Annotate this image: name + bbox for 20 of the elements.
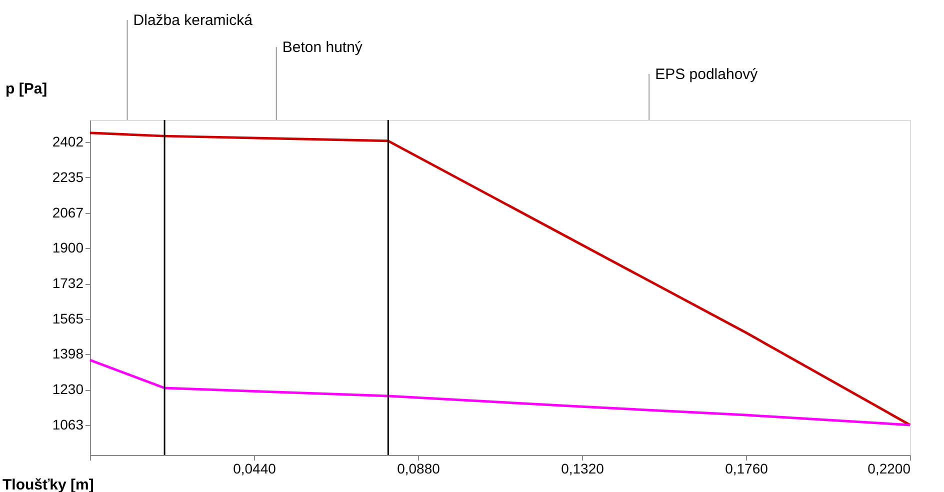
y-tick-label: 1565 <box>52 310 84 326</box>
x-tick-label: 0,0880 <box>397 460 440 476</box>
y-tick-label: 1900 <box>52 240 84 256</box>
x-tick-label: 0,1320 <box>561 460 604 476</box>
x-tick-label: 0,2200 <box>868 460 911 476</box>
line-series <box>88 358 912 426</box>
x-tick-label: 0,0440 <box>233 460 276 476</box>
y-tick-label: 1230 <box>52 381 84 398</box>
y-tick-label: 2235 <box>52 168 84 185</box>
y-axis-title: p [Pa] <box>6 80 48 98</box>
y-tick-label: 1063 <box>52 416 84 432</box>
text: Beton hutný <box>282 39 363 56</box>
text: EPS podlahový <box>655 66 758 83</box>
line-series <box>88 132 912 426</box>
text: Dlažba keramická <box>133 12 254 29</box>
y-tick-label: 2067 <box>52 204 84 220</box>
y-tick-label: 1732 <box>52 275 84 292</box>
y-tick-label: 2402 <box>52 133 84 150</box>
x-tick-label: 0,1760 <box>725 460 768 476</box>
y-tick-label: 1398 <box>52 346 84 362</box>
